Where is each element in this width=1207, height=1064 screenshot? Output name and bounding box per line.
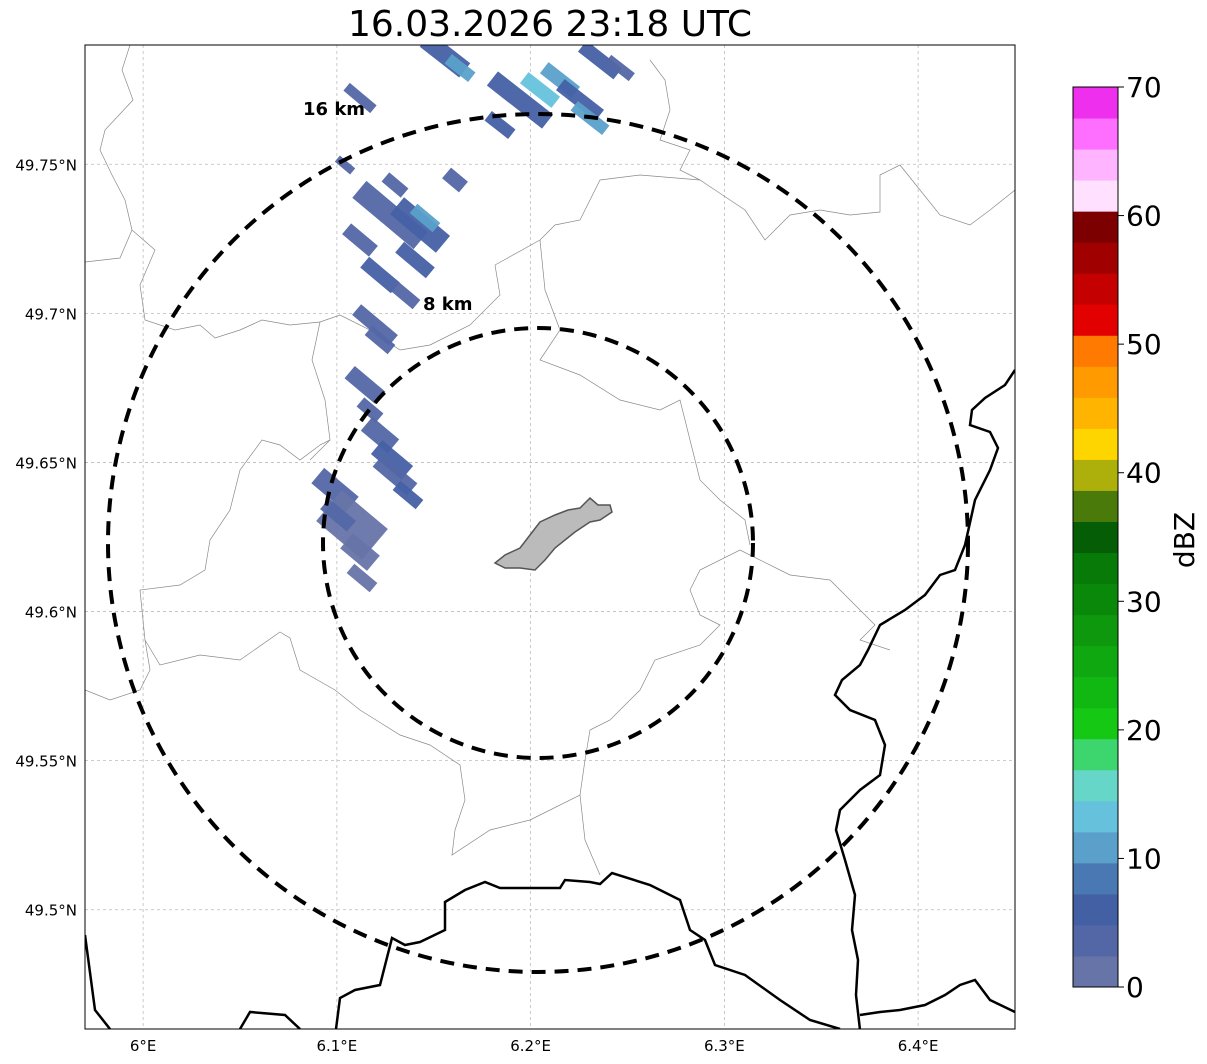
colorbar-segment	[1073, 862, 1118, 895]
echo-cell	[484, 111, 516, 139]
colorbar-segment	[1073, 924, 1118, 957]
echo-cell	[356, 397, 384, 423]
commune-boundaries	[85, 45, 1015, 876]
colorbar-segment	[1073, 366, 1118, 398]
lon-tick-label: 6.2°E	[510, 1037, 551, 1055]
map-frame	[84, 44, 1016, 1030]
colorbar-tick-label: 60	[1126, 200, 1162, 233]
echo-cell	[342, 223, 378, 257]
colorbar-segment	[1073, 738, 1118, 771]
colorbar-segment	[1073, 149, 1118, 181]
colorbar-segment	[1073, 707, 1118, 740]
colorbar-segment	[1073, 552, 1118, 585]
colorbar-segment	[1073, 521, 1118, 554]
echo-cell	[395, 241, 435, 279]
colorbar-segment	[1073, 955, 1118, 988]
echo-cell	[340, 533, 380, 571]
echo-cell	[372, 454, 418, 496]
echo-cell	[577, 45, 623, 80]
echo-cell	[409, 203, 441, 233]
echo-cell	[605, 54, 635, 82]
lon-tick-label: 6°E	[130, 1037, 157, 1055]
colorbar-segment	[1073, 893, 1118, 926]
echo-cell	[486, 71, 554, 129]
lon-tick-label: 6.3°E	[704, 1037, 745, 1055]
lon-tick-label: 6.1°E	[316, 1037, 357, 1055]
colorbar-label: dBZ	[1168, 512, 1201, 568]
colorbar-segment	[1073, 304, 1118, 336]
colorbar-segment	[1073, 87, 1118, 119]
colorbar-tick-label: 50	[1126, 328, 1162, 361]
lat-tick-label: 49.55°N	[15, 753, 77, 771]
echo-cell	[344, 366, 386, 404]
colorbar-segment	[1073, 831, 1118, 864]
colorbar-segment	[1073, 242, 1118, 274]
colorbar-frame	[1072, 86, 1119, 988]
lat-tick-label: 49.5°N	[25, 902, 77, 920]
ring-label-16km: 16 km	[303, 99, 365, 120]
echo-cell	[352, 304, 398, 346]
colorbar-segment	[1073, 118, 1118, 150]
ring-label-8km: 8 km	[423, 294, 473, 315]
colorbar-segment	[1073, 428, 1118, 460]
echo-cell	[360, 416, 400, 454]
colorbar-segment	[1073, 583, 1118, 616]
echo-cell	[381, 172, 409, 198]
lon-tick-label: 6.4°E	[898, 1037, 939, 1055]
colorbar-tick-label: 20	[1126, 714, 1162, 747]
echo-cell	[389, 280, 421, 310]
echo-cell	[442, 167, 468, 193]
colorbar-segment	[1073, 211, 1118, 243]
echo-cell	[343, 82, 377, 114]
colorbar-tick-label: 0	[1126, 971, 1144, 1004]
lat-tick-label: 49.7°N	[25, 305, 77, 323]
colorbar-tick-label: 30	[1126, 585, 1162, 618]
gridlines	[85, 45, 1015, 1029]
colorbar-segment	[1073, 180, 1118, 212]
colorbar-tick-label: 40	[1126, 457, 1162, 490]
national-borders	[85, 369, 1015, 1029]
echo-cell	[370, 440, 414, 480]
colorbar-segment	[1073, 676, 1118, 709]
range-ring-16km	[106, 112, 970, 974]
city-outline	[493, 496, 613, 571]
echo-cell	[555, 79, 605, 121]
colorbar-tick-label: 10	[1126, 842, 1162, 875]
map-title: 16.03.2026 23:18 UTC	[347, 4, 753, 45]
colorbar-segment	[1073, 273, 1118, 305]
colorbar-segment	[1073, 645, 1118, 678]
colorbar-segment	[1073, 397, 1118, 429]
colorbar-segment	[1073, 335, 1118, 367]
echo-cell	[444, 54, 476, 82]
colorbar-segment	[1073, 614, 1118, 647]
colorbar-segment	[1073, 459, 1118, 491]
echo-cell	[389, 197, 451, 253]
echo-cell	[364, 325, 396, 355]
echo-cell	[360, 256, 400, 294]
colorbar-tick-label: 70	[1126, 71, 1162, 104]
colorbar: 0 10 20 30 40 50 60 70	[1072, 71, 1162, 1004]
lat-tick-label: 49.65°N	[15, 454, 77, 472]
axis-tick-labels: 6°E 6.1°E 6.2°E 6.3°E 6.4°E 49.75°N 49.7°N 49.6…	[15, 156, 938, 1055]
colorbar-segment	[1073, 490, 1118, 522]
echo-cell	[320, 498, 356, 532]
lat-tick-label: 49.75°N	[15, 156, 77, 174]
echo-cell	[352, 180, 428, 250]
lat-tick-label: 49.6°N	[25, 604, 77, 622]
colorbar-segment	[1073, 800, 1118, 833]
echo-cell	[346, 563, 378, 593]
echo-cell	[519, 72, 561, 108]
echo-cell	[392, 480, 424, 510]
range-ring-8km	[321, 326, 755, 760]
radar-echoes	[311, 45, 635, 593]
colorbar-segment	[1073, 769, 1118, 802]
